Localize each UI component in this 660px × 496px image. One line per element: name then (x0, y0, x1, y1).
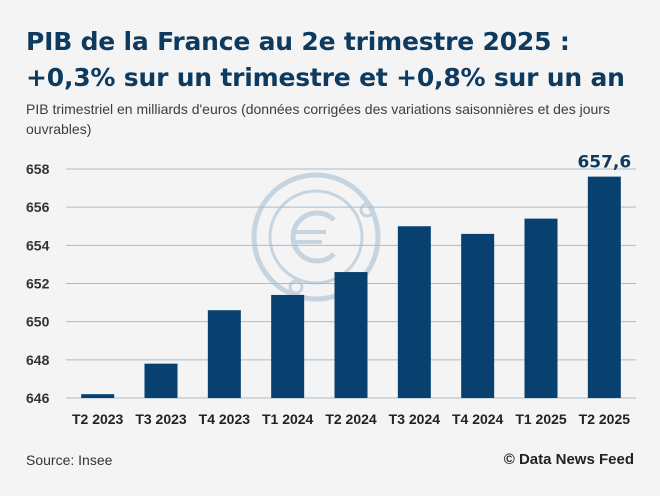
x-tick-label: T1 2024 (262, 411, 314, 427)
x-tick-label: T2 2023 (72, 411, 124, 427)
bar-t2-2023 (81, 394, 115, 398)
bar-t2-2025 (587, 176, 621, 398)
chart-title: PIB de la France au 2e trimestre 2025 : … (26, 27, 625, 92)
x-tick-label: T3 2023 (135, 411, 187, 427)
bar-t4-2024 (461, 233, 495, 398)
credit-text: © Data News Feed (503, 451, 634, 468)
source-text: Source: Insee (26, 452, 113, 468)
x-tick-label: T2 2025 (579, 411, 631, 427)
x-tick-label: T4 2024 (452, 411, 504, 427)
y-tick-label: 658 (26, 161, 50, 177)
bar-t3-2024 (397, 226, 431, 398)
bar-t3-2023 (144, 363, 178, 398)
x-tick-label: T2 2024 (325, 411, 377, 427)
bar-chart: 646 648 650 652 654 656 658 T2 2023 T3 2023 T4 2… (26, 153, 636, 427)
y-tick-label: 652 (26, 276, 50, 292)
y-tick-label: 654 (26, 237, 50, 253)
bar-t1-2025 (524, 218, 558, 398)
y-tick-label: 646 (26, 390, 50, 406)
bar-t2-2024 (334, 272, 368, 398)
x-tick-label: T4 2023 (199, 411, 251, 427)
y-tick-label: 648 (26, 352, 50, 368)
x-tick-label: T1 2025 (515, 411, 567, 427)
value-annotation: 657,6 (577, 153, 631, 173)
y-tick-label: 656 (26, 199, 50, 215)
y-tick-label: 650 (26, 314, 50, 330)
bar-t4-2023 (207, 310, 241, 398)
chart-subtitle: PIB trimestriel en milliards d'euros (do… (26, 101, 610, 137)
bar-t1-2024 (271, 294, 305, 398)
x-tick-label: T3 2024 (389, 411, 441, 427)
